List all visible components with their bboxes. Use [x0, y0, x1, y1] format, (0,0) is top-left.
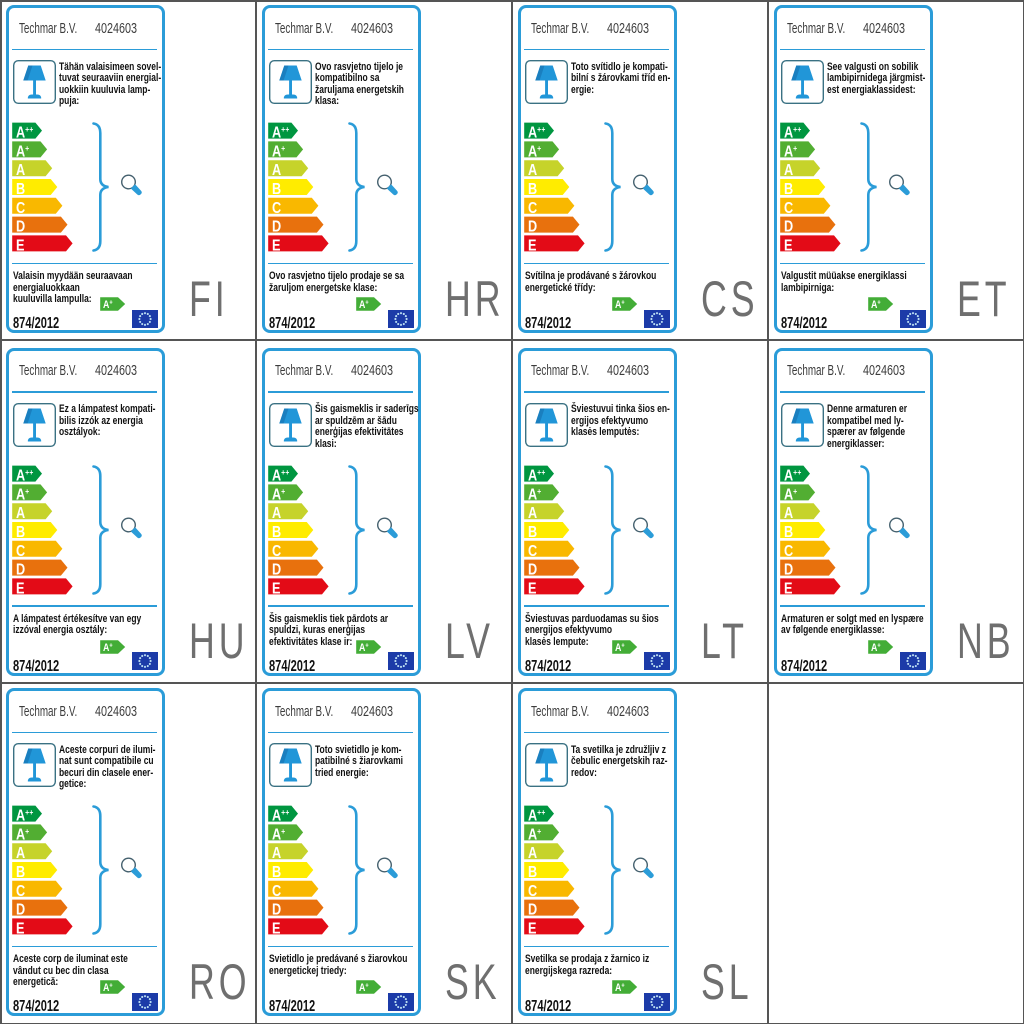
svg-text:A++: A++	[272, 467, 290, 485]
svg-text:E: E	[16, 580, 24, 597]
svg-text:C: C	[528, 883, 537, 900]
svg-text:A+: A+	[359, 982, 369, 994]
svg-text:E: E	[16, 237, 24, 254]
svg-text:A+: A+	[615, 299, 625, 311]
svg-text:A+: A+	[359, 299, 369, 311]
svg-text:A+: A+	[272, 486, 286, 504]
svg-text:A+: A+	[784, 143, 798, 161]
svg-text:A++: A++	[528, 807, 546, 825]
svg-text:A: A	[272, 845, 281, 862]
svg-text:E: E	[528, 920, 536, 937]
svg-text:A+: A+	[871, 641, 881, 653]
svg-text:D: D	[272, 561, 281, 578]
svg-text:A+: A+	[615, 982, 625, 994]
svg-text:A+: A+	[16, 143, 30, 161]
svg-text:A+: A+	[272, 143, 286, 161]
svg-text:D: D	[784, 218, 793, 235]
svg-text:A+: A+	[615, 641, 625, 653]
svg-text:A++: A++	[16, 124, 34, 142]
svg-text:D: D	[16, 218, 25, 235]
svg-text:E: E	[272, 580, 280, 597]
svg-text:C: C	[16, 200, 25, 217]
svg-text:B: B	[272, 181, 281, 198]
svg-text:C: C	[272, 542, 281, 559]
svg-text:D: D	[16, 901, 25, 918]
svg-text:C: C	[16, 542, 25, 559]
svg-text:A: A	[272, 505, 281, 522]
svg-text:B: B	[16, 523, 25, 540]
svg-text:C: C	[528, 200, 537, 217]
svg-text:B: B	[272, 864, 281, 881]
svg-text:D: D	[528, 561, 537, 578]
svg-text:C: C	[528, 542, 537, 559]
svg-text:D: D	[528, 218, 537, 235]
svg-text:E: E	[16, 920, 24, 937]
svg-text:A++: A++	[16, 807, 34, 825]
svg-text:B: B	[784, 181, 793, 198]
svg-text:B: B	[528, 181, 537, 198]
svg-text:A: A	[528, 505, 537, 522]
svg-text:A+: A+	[103, 299, 113, 311]
svg-text:E: E	[272, 237, 280, 254]
svg-text:B: B	[272, 523, 281, 540]
svg-text:A+: A+	[103, 982, 113, 994]
svg-text:A: A	[528, 162, 537, 179]
svg-text:C: C	[272, 200, 281, 217]
svg-text:C: C	[272, 883, 281, 900]
svg-text:C: C	[16, 883, 25, 900]
svg-text:A+: A+	[784, 486, 798, 504]
svg-text:A++: A++	[16, 467, 34, 485]
svg-text:A: A	[272, 162, 281, 179]
svg-text:C: C	[784, 542, 793, 559]
svg-text:A: A	[784, 505, 793, 522]
svg-text:A+: A+	[103, 641, 113, 653]
svg-text:E: E	[784, 237, 792, 254]
svg-text:E: E	[272, 920, 280, 937]
svg-text:A+: A+	[359, 641, 369, 653]
svg-text:E: E	[528, 580, 536, 597]
svg-text:B: B	[528, 864, 537, 881]
svg-text:D: D	[272, 218, 281, 235]
svg-text:E: E	[528, 237, 536, 254]
svg-text:A++: A++	[272, 124, 290, 142]
svg-text:E: E	[784, 580, 792, 597]
svg-text:D: D	[784, 561, 793, 578]
svg-text:A: A	[16, 162, 25, 179]
svg-text:A+: A+	[528, 143, 542, 161]
svg-text:A++: A++	[528, 124, 546, 142]
svg-text:A+: A+	[16, 486, 30, 504]
svg-text:B: B	[784, 523, 793, 540]
svg-text:D: D	[272, 901, 281, 918]
svg-text:A++: A++	[784, 124, 802, 142]
svg-text:A: A	[16, 505, 25, 522]
svg-text:A+: A+	[528, 486, 542, 504]
svg-text:A++: A++	[272, 807, 290, 825]
svg-text:B: B	[528, 523, 537, 540]
svg-text:B: B	[16, 864, 25, 881]
svg-text:A: A	[528, 845, 537, 862]
svg-text:A+: A+	[272, 826, 286, 844]
svg-text:C: C	[784, 200, 793, 217]
svg-text:D: D	[528, 901, 537, 918]
svg-text:A+: A+	[528, 826, 542, 844]
svg-text:A++: A++	[784, 467, 802, 485]
svg-text:B: B	[16, 181, 25, 198]
svg-text:A+: A+	[871, 299, 881, 311]
svg-text:A+: A+	[16, 826, 30, 844]
svg-text:A++: A++	[528, 467, 546, 485]
svg-text:A: A	[784, 162, 793, 179]
svg-text:D: D	[16, 561, 25, 578]
svg-text:A: A	[16, 845, 25, 862]
